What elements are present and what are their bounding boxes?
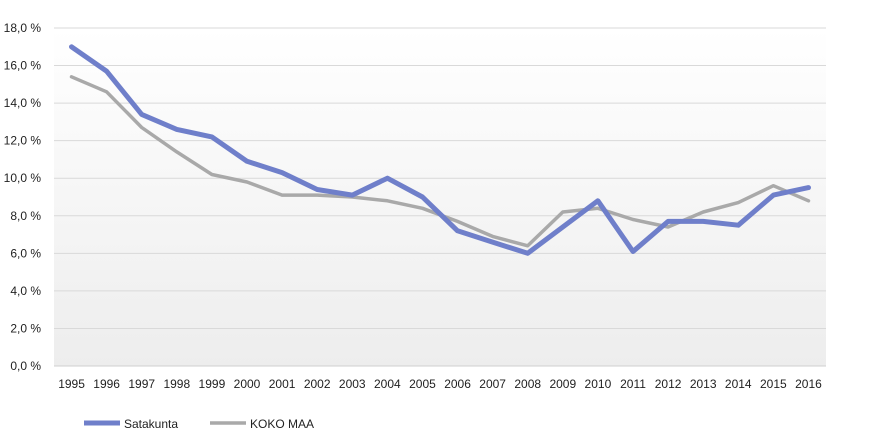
x-tick-label: 1996 bbox=[93, 377, 120, 391]
y-axis-ticks: 0,0 % 2,0 % 4,0 % 6,0 % 8,0 % 10,0 % 12,0 % 14,… bbox=[4, 21, 42, 373]
x-tick-label: 2005 bbox=[409, 377, 436, 391]
x-tick-label: 1998 bbox=[163, 377, 190, 391]
x-tick-label: 2006 bbox=[444, 377, 471, 391]
plot-area bbox=[54, 28, 826, 366]
x-tick-label: 2009 bbox=[549, 377, 576, 391]
x-tick-label: 2002 bbox=[304, 377, 331, 391]
y-tick-label: 12,0 % bbox=[4, 134, 42, 148]
x-axis-ticks: 1995 1996 1997 1998 1999 2000 2001 2002 2003 2004… bbox=[58, 377, 822, 391]
x-tick-label: 1997 bbox=[128, 377, 155, 391]
x-tick-label: 2015 bbox=[760, 377, 787, 391]
x-tick-label: 2001 bbox=[269, 377, 296, 391]
x-tick-label: 2004 bbox=[374, 377, 401, 391]
y-tick-label: 0,0 % bbox=[10, 359, 41, 373]
x-tick-label: 2016 bbox=[795, 377, 822, 391]
x-tick-label: 2014 bbox=[725, 377, 752, 391]
y-tick-label: 18,0 % bbox=[4, 21, 42, 35]
legend-label: Satakunta bbox=[124, 417, 178, 431]
y-tick-label: 6,0 % bbox=[10, 246, 41, 260]
y-tick-label: 10,0 % bbox=[4, 171, 42, 185]
series-lines bbox=[69, 44, 811, 256]
legend: Satakunta KOKO MAA bbox=[84, 417, 314, 431]
y-tick-label: 8,0 % bbox=[10, 209, 41, 223]
y-tick-label: 14,0 % bbox=[4, 96, 42, 110]
series-line-0 bbox=[69, 44, 811, 256]
y-tick-label: 2,0 % bbox=[10, 321, 41, 335]
x-tick-label: 2011 bbox=[620, 377, 646, 391]
legend-label: KOKO MAA bbox=[250, 417, 314, 431]
x-tick-label: 2000 bbox=[234, 377, 261, 391]
x-tick-label: 1995 bbox=[58, 377, 85, 391]
x-tick-label: 2007 bbox=[479, 377, 506, 391]
x-tick-label: 1999 bbox=[199, 377, 226, 391]
x-tick-label: 2013 bbox=[690, 377, 717, 391]
x-tick-label: 2012 bbox=[655, 377, 682, 391]
x-tick-label: 2003 bbox=[339, 377, 366, 391]
y-tick-label: 16,0 % bbox=[4, 59, 42, 73]
y-tick-label: 4,0 % bbox=[10, 284, 41, 298]
x-tick-label: 2010 bbox=[585, 377, 612, 391]
x-tick-label: 2008 bbox=[514, 377, 541, 391]
